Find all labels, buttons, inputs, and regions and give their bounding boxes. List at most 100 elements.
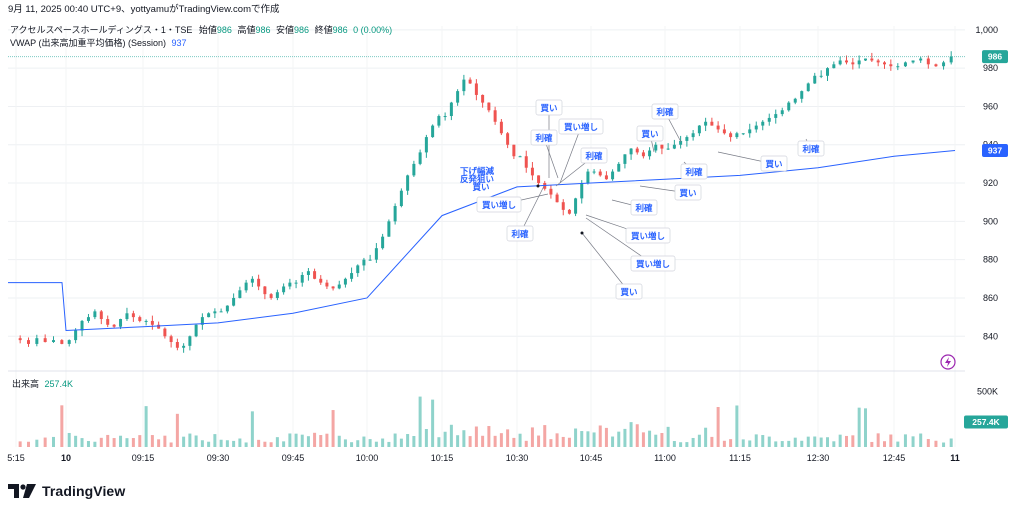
candle-body <box>518 156 522 158</box>
volume-bar <box>443 431 447 447</box>
price-tick-label: 1,000 <box>975 25 998 35</box>
volume-bar <box>399 438 403 447</box>
volume-bar <box>716 407 720 447</box>
volume-bar <box>257 439 261 447</box>
ohlc-legend: アクセルスペースホールディングス・1・TSE 始値986 高値986 安値986… <box>10 24 392 36</box>
annotation-label[interactable]: 反発狙い <box>460 174 494 185</box>
low-value: 986 <box>294 25 310 35</box>
candle-body <box>704 121 708 126</box>
volume-bar <box>169 442 173 447</box>
candle-body <box>175 342 179 348</box>
tradingview-logo[interactable]: TradingView <box>8 482 125 500</box>
annotation-label[interactable]: 下げ幅減 <box>460 166 495 177</box>
volume-bar <box>800 440 804 447</box>
annotation-box <box>674 184 702 201</box>
annotation-label[interactable]: 買い <box>641 129 658 140</box>
annotation-label[interactable]: 買い <box>765 159 782 170</box>
annotation-box <box>535 99 563 116</box>
annotation-label[interactable]: 買い増し <box>631 231 665 242</box>
annotation-label[interactable]: 利確 <box>655 107 674 118</box>
candle-body <box>838 60 842 65</box>
vwap-line <box>8 149 956 332</box>
volume-bar <box>512 437 516 447</box>
open-value: 986 <box>216 25 232 35</box>
candle-body <box>592 171 596 173</box>
price-tick-label: 840 <box>983 331 998 341</box>
vwap-legend[interactable]: VWAP (出来高加重平均価格) (Session) 937 <box>10 37 187 49</box>
time-tick-label: 12:30 <box>807 453 830 463</box>
candle-body <box>194 324 198 337</box>
annotation-label[interactable]: 買い <box>472 182 489 193</box>
annotation-label[interactable]: 利確 <box>801 144 820 155</box>
candle-body <box>635 148 639 153</box>
annotation-box <box>680 163 708 180</box>
annotation-box <box>506 225 534 242</box>
candle-body <box>754 125 758 130</box>
volume-bar <box>780 441 784 447</box>
candle-body <box>182 345 186 348</box>
annotation-label[interactable]: 買い <box>679 188 696 199</box>
candle-body <box>949 56 953 63</box>
volume-bar <box>269 442 273 447</box>
candle-body <box>549 188 553 195</box>
annotation-label[interactable]: 買い <box>540 103 557 114</box>
annotation-label[interactable]: 利確 <box>684 167 703 178</box>
annotation-label[interactable]: 買い増し <box>564 122 598 133</box>
candle-body <box>106 319 110 325</box>
candle-body <box>319 278 323 283</box>
candle-body <box>157 324 161 329</box>
volume-bar <box>926 439 930 447</box>
candle-body <box>393 206 397 222</box>
volume-legend[interactable]: 出来高 257.4K <box>12 378 73 390</box>
annotation-label[interactable]: 買い増し <box>636 259 670 270</box>
annotation-label[interactable]: 利確 <box>534 133 553 144</box>
volume-bar <box>857 407 861 447</box>
candle-body <box>80 320 84 331</box>
volume-bar <box>654 434 658 447</box>
time-tick-label: 09:30 <box>207 453 230 463</box>
candle-body <box>138 317 142 321</box>
annotation-anchor-dot <box>536 184 540 188</box>
volume-bar <box>506 429 510 447</box>
symbol-name[interactable]: アクセルスペースホールディングス・1・TSE <box>10 25 193 35</box>
candle-body <box>232 297 236 306</box>
volume-bar <box>244 442 248 447</box>
candle-body <box>691 133 695 138</box>
candle-body <box>244 282 248 291</box>
volume-label: 出来高 <box>12 379 40 389</box>
vwap-value: 937 <box>171 38 187 48</box>
annotation-label[interactable]: 利確 <box>584 151 603 162</box>
candle-body <box>813 75 817 84</box>
candle-body <box>617 163 621 172</box>
price-tick-label: 880 <box>983 255 998 265</box>
candle-body <box>424 137 428 153</box>
annotation-box <box>636 125 664 142</box>
volume-bar <box>666 426 670 447</box>
annotation-label[interactable]: 利確 <box>634 203 653 214</box>
annotation-label[interactable]: 買い <box>620 287 637 298</box>
volume-bar <box>754 434 758 447</box>
volume-bar <box>617 431 621 447</box>
candle-body <box>806 83 810 92</box>
candle-body <box>942 62 946 67</box>
candle-body <box>876 60 880 63</box>
volume-bar <box>903 434 907 447</box>
candle-body <box>219 311 223 313</box>
volume-bar <box>574 428 578 447</box>
volume-bar <box>263 441 267 447</box>
annotation-label[interactable]: 利確 <box>510 229 529 240</box>
volume-bar <box>487 426 491 447</box>
time-tick-label: 10:15 <box>431 453 454 463</box>
volume-bar <box>710 436 714 447</box>
candle-body <box>112 324 116 327</box>
time-tick-label: 5:15 <box>7 453 25 463</box>
annotation-box <box>651 103 679 120</box>
annotation-label[interactable]: 買い増し <box>482 200 516 211</box>
candle-body <box>74 330 78 341</box>
candle-body <box>27 340 30 344</box>
candle-body <box>934 64 938 67</box>
candle-body <box>851 62 855 65</box>
volume-bar <box>499 433 503 447</box>
volume-bar <box>99 437 103 447</box>
